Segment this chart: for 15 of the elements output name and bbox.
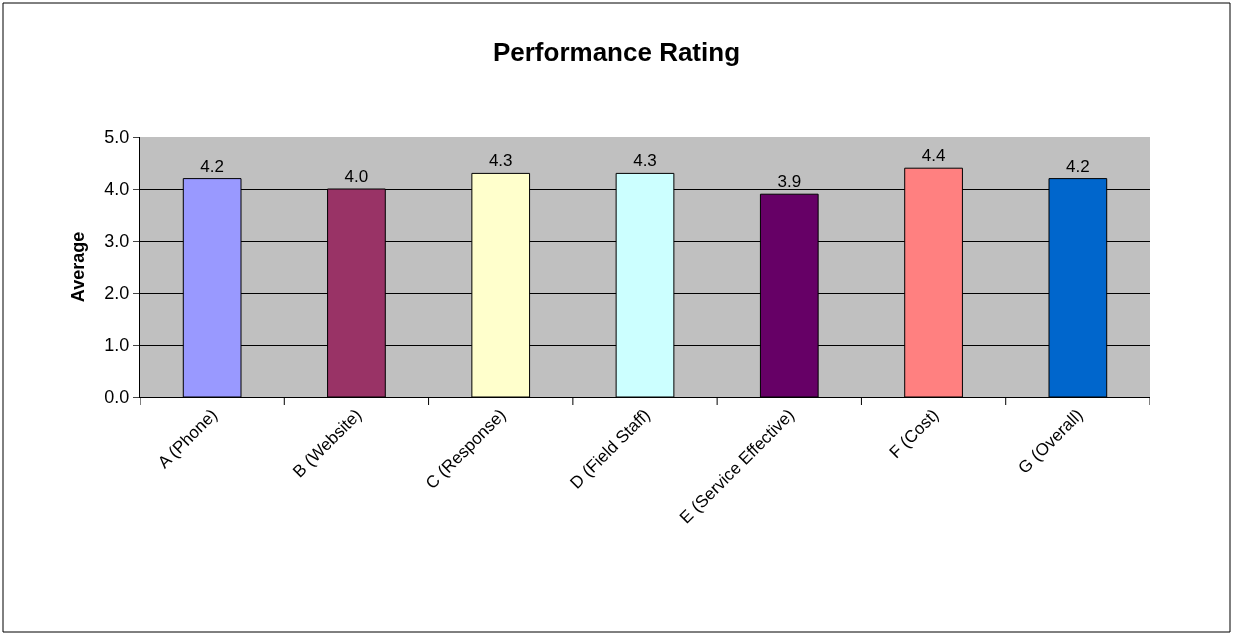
y-tick-label: 4.0: [104, 179, 130, 200]
y-tick-label: 0.0: [104, 387, 130, 408]
data-label: 4.3: [488, 151, 513, 171]
data-label: 4.0: [344, 167, 369, 186]
data-label: 3.9: [777, 172, 802, 192]
data-label: 4.2: [200, 156, 224, 176]
y-tick-label: 2.0: [104, 283, 130, 304]
data-label: 4.3: [633, 151, 657, 171]
chart-title: Performance Rating: [492, 37, 741, 68]
y-tick-label: 3.0: [104, 231, 130, 252]
data-label: 4.2: [1066, 156, 1090, 176]
y-tick-label: 1.0: [104, 335, 130, 356]
y-axis-title: Average: [67, 231, 88, 303]
data-label: 4.4: [921, 146, 946, 166]
y-tick-label: 5.0: [104, 127, 130, 148]
